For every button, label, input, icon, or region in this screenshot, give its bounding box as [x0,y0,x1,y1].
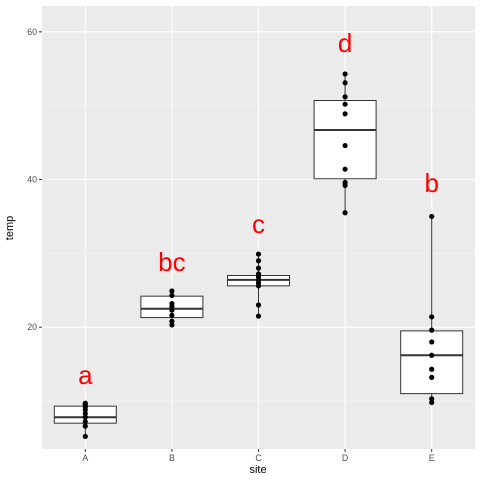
data-point [342,210,348,216]
data-point [82,410,88,417]
x-tick-label: D [342,453,348,463]
data-point [342,101,348,107]
group-letter-A: a [78,360,93,390]
group-letter-E: b [424,168,438,198]
data-point [255,251,262,257]
group-letter-C: c [252,209,265,239]
x-tick-label: E [429,453,435,463]
data-point [169,307,175,313]
data-point [429,213,435,220]
data-point [429,396,435,402]
group-letter-B: bc [158,247,185,277]
y-tick-label: 60 [27,27,37,37]
points-layer [82,71,435,440]
y-axis-title: temp [4,216,16,240]
data-point [342,142,348,149]
data-point [342,111,348,117]
data-point [82,400,88,406]
data-point [82,414,88,420]
x-tick-label: A [82,453,88,463]
data-point [429,327,435,333]
data-point [342,80,348,86]
data-point [82,433,88,440]
x-tick-label: B [169,453,175,463]
data-point [169,322,175,328]
group-letter-D: d [338,28,352,58]
data-point [169,292,175,299]
data-point [429,352,435,358]
data-point [169,300,175,307]
data-point [255,313,262,319]
data-point [342,71,348,77]
data-point [255,271,262,277]
y-tick-label: 20 [27,322,37,332]
data-point [429,399,435,406]
data-point [342,166,348,172]
x-tick-label: C [255,453,262,463]
data-point [169,288,175,294]
data-point [169,318,175,324]
y-tick-label: 40 [27,175,37,185]
x-axis: A B C D E [82,449,435,463]
data-point [169,312,175,318]
data-point [429,314,435,320]
data-point [82,419,88,425]
letters-layer: a bc c d b [78,28,439,390]
data-point [429,339,435,345]
data-point [342,179,348,186]
data-point [429,366,435,372]
data-point [429,374,435,380]
data-point [82,423,88,429]
data-point [255,302,262,308]
x-axis-title: site [249,464,266,476]
data-point [342,94,348,100]
data-point [255,258,262,264]
y-axis: 20 40 60 [27,27,42,332]
data-point [255,265,262,271]
